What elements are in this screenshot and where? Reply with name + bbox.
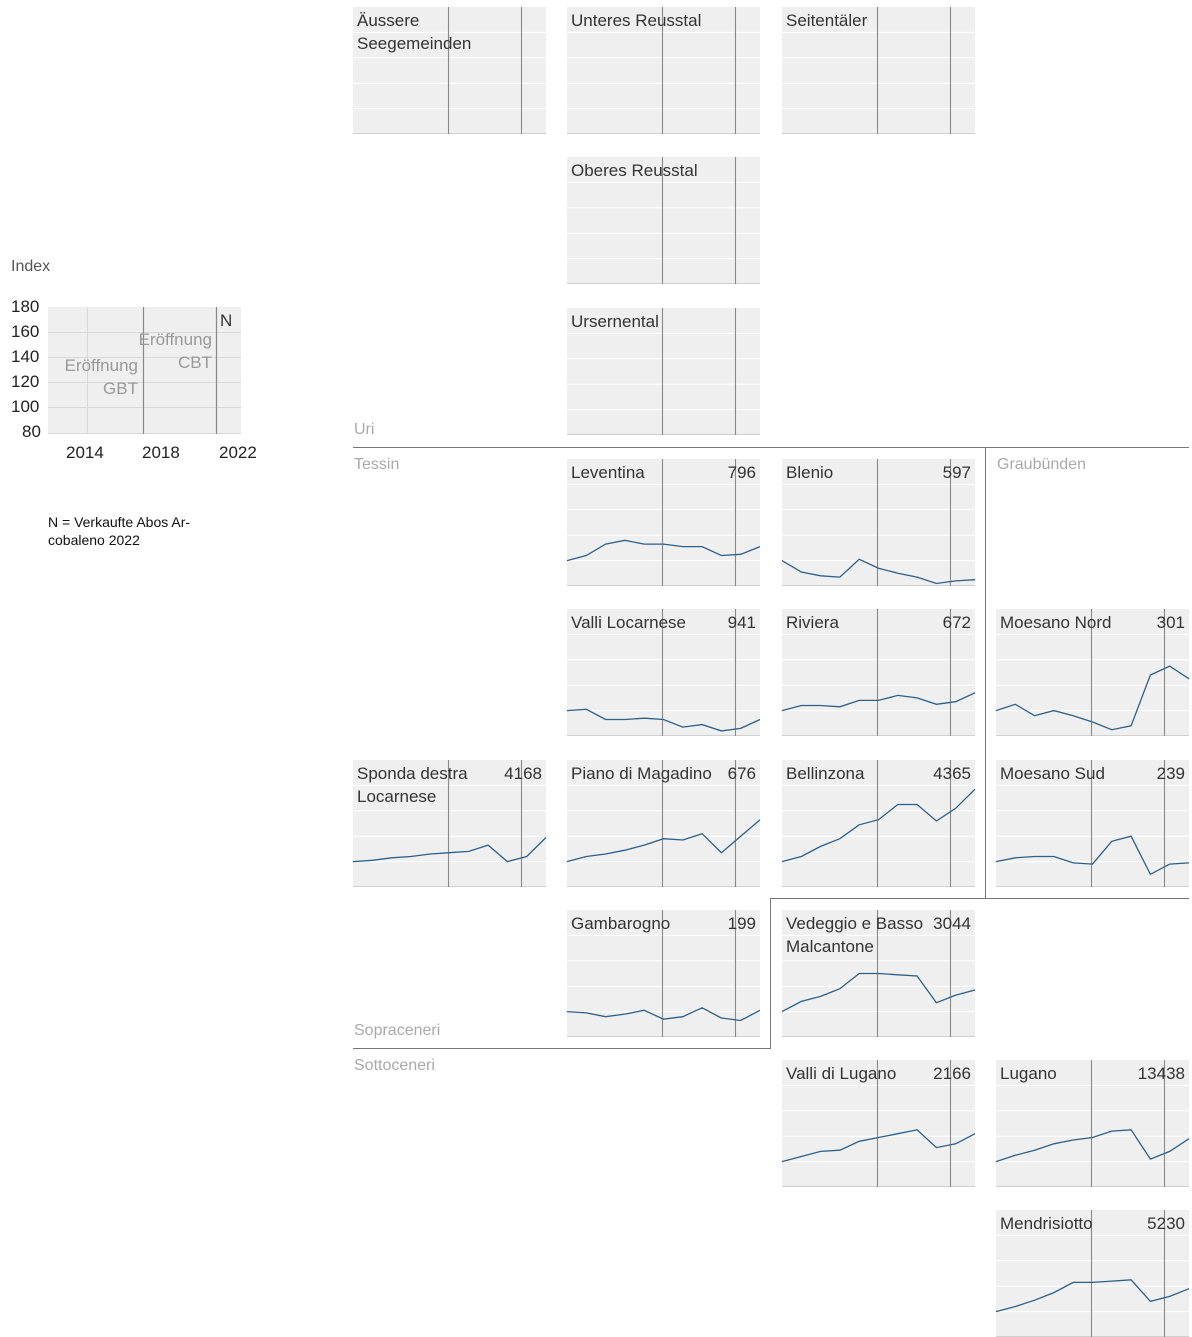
panel-n-value: 301 — [1157, 611, 1185, 634]
panel-title: Ursernental — [571, 310, 721, 333]
panel-riviera: Riviera 672 — [782, 609, 975, 736]
separator-uri-tessin — [353, 447, 1189, 448]
y-tick: 100 — [11, 398, 39, 415]
y-tick: 180 — [11, 298, 39, 315]
panel-n-value: 3044 — [933, 912, 971, 935]
panel-seitentaeler: Seitentäler — [782, 7, 975, 134]
panel-n-value: 676 — [728, 762, 756, 785]
x-tick: 2014 — [66, 444, 104, 461]
panel-title: Seitentäler — [786, 9, 936, 32]
annotation-gbt: Eröffnung GBT — [54, 354, 138, 400]
y-axis-label: Index — [11, 258, 50, 276]
x-tick: 2022 — [219, 444, 257, 461]
panel-n-value: 239 — [1157, 762, 1185, 785]
panel-title: Riviera — [786, 611, 936, 634]
panel-title: Lugano — [1000, 1062, 1150, 1085]
region-uri: Uri — [354, 421, 374, 439]
region-graubuenden: Graubünden — [997, 456, 1086, 474]
panel-title: Valli di Lugano — [786, 1062, 936, 1085]
panel-n-value: 4365 — [933, 762, 971, 785]
panel-n-value: 597 — [943, 461, 971, 484]
separator-sopra-sotto-vertical — [770, 898, 771, 1048]
legend-n-marker: N — [220, 309, 232, 332]
panel-title: Blenio — [786, 461, 936, 484]
panel-title: Unteres Reusstal — [571, 9, 721, 32]
region-sottoceneri: Sottoceneri — [354, 1057, 435, 1075]
panel-title: Äussere Seegemeinden — [357, 9, 507, 55]
panel-n-value: 941 — [728, 611, 756, 634]
panel-title: Gambarogno — [571, 912, 721, 935]
panel-piano-di-magadino: Piano di Magadino 676 — [567, 760, 760, 887]
region-tessin: Tessin — [354, 456, 399, 474]
panel-title: Vedeggio e Basso Malcantone — [786, 912, 936, 958]
panel-unteres-reusstal: Unteres Reusstal — [567, 7, 760, 134]
panel-n-value: 2166 — [933, 1062, 971, 1085]
panel-n-value: 796 — [728, 461, 756, 484]
panel-title: Leventina — [571, 461, 721, 484]
panel-n-value: 4168 — [504, 762, 542, 785]
x-tick: 2018 — [142, 444, 180, 461]
panel-moesano-sud: Moesano Sud 239 — [996, 760, 1189, 887]
panel-aeussere-seegemeinden: Äussere Seegemeinden — [353, 7, 546, 134]
panel-n-value: 5230 — [1147, 1212, 1185, 1235]
region-sopraceneri: Sopraceneri — [354, 1022, 440, 1040]
legend-note: N = Verkaufte Abos Ar-cobaleno 2022 — [48, 513, 238, 549]
panel-title: Moesano Sud — [1000, 762, 1150, 785]
panel-leventina: Leventina 796 — [567, 459, 760, 586]
panel-ursenental: Ursernental — [567, 308, 760, 435]
separator-graubuenden-bottom — [770, 898, 1189, 899]
panel-valli-locarnese: Valli Locarnese 941 — [567, 609, 760, 736]
panel-title: Valli Locarnese — [571, 611, 721, 634]
panel-n-value: 199 — [728, 912, 756, 935]
y-tick: 160 — [11, 323, 39, 340]
separator-sopra-sotto — [353, 1048, 771, 1049]
y-tick: 140 — [11, 348, 39, 365]
panel-title: Moesano Nord — [1000, 611, 1150, 634]
panel-title: Oberes Reusstal — [571, 159, 721, 182]
panel-title: Sponda destra Locarnese — [357, 762, 507, 808]
panel-title: Bellinzona — [786, 762, 936, 785]
y-tick: 80 — [22, 423, 41, 440]
panel-title: Mendrisiotto — [1000, 1212, 1150, 1235]
panel-oberes-reusstal: Oberes Reusstal — [567, 157, 760, 284]
annotation-cbt: Eröffnung CBT — [128, 328, 212, 374]
panel-title: Piano di Magadino — [571, 762, 721, 785]
panel-n-value: 672 — [943, 611, 971, 634]
panel-n-value: 13438 — [1138, 1062, 1185, 1085]
panel-blenio: Blenio 597 — [782, 459, 975, 586]
separator-tessin-graubuenden — [985, 447, 986, 898]
panel-moesano-nord: Moesano Nord 301 — [996, 609, 1189, 736]
y-tick: 120 — [11, 373, 39, 390]
panel-gambarogno: Gambarogno 199 — [567, 910, 760, 1037]
